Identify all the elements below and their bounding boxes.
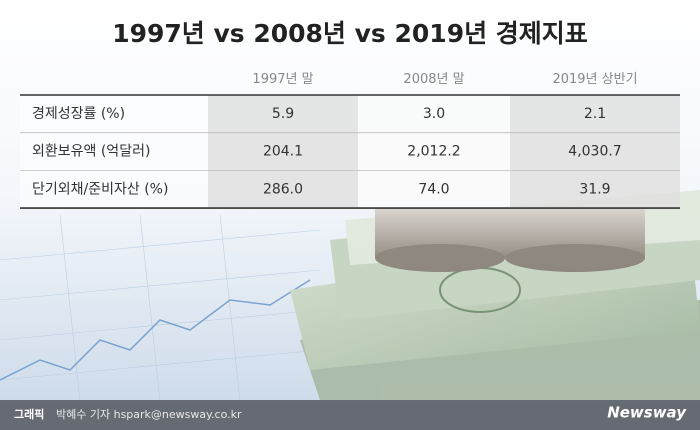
column-header: 1997년 말	[252, 72, 313, 87]
cell-value: 204.1	[263, 144, 303, 160]
column-background	[208, 95, 358, 209]
column-background	[358, 95, 510, 209]
logo: Newsway	[607, 404, 687, 422]
cell-value: 286.0	[263, 181, 303, 197]
title: 1997년 vs 2008년 vs 2019년 경제지표	[112, 19, 588, 48]
credit: 박혜수 기자 hspark@newsway.co.kr	[56, 408, 242, 421]
column-header: 2008년 말	[403, 72, 464, 87]
cell-value: 31.9	[579, 181, 610, 197]
cell-value: 2.1	[584, 106, 606, 122]
column-background	[20, 95, 208, 209]
column-header: 2019년 상반기	[552, 72, 637, 87]
cell-value: 5.9	[272, 106, 294, 122]
background-photo	[0, 190, 700, 401]
row-label: 외환보유액 (억달러)	[32, 144, 150, 160]
cell-value: 74.0	[418, 181, 449, 197]
footer-bar	[0, 400, 700, 430]
row-label: 단기외채/준비자산 (%)	[32, 181, 168, 197]
cell-value: 3.0	[423, 106, 445, 122]
cell-value: 2,012.2	[407, 144, 460, 160]
credit-label: 그래픽	[14, 407, 44, 421]
row-label: 경제성장률 (%)	[32, 106, 125, 122]
cell-value: 4,030.7	[568, 144, 621, 160]
column-background	[510, 95, 680, 209]
